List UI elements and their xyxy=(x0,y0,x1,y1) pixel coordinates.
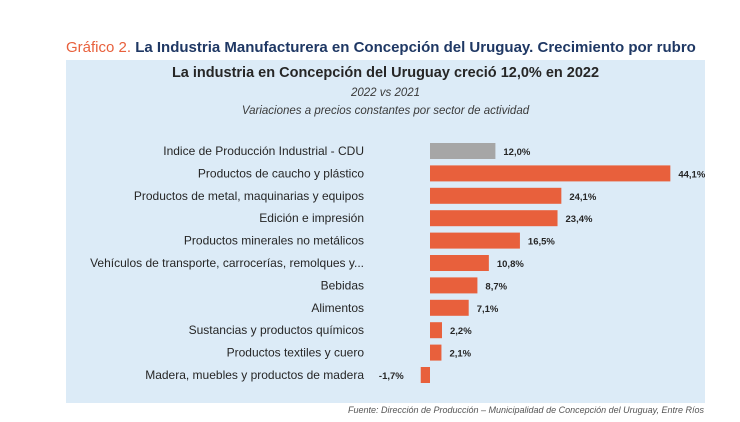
value-label-2: 24,1% xyxy=(569,192,596,203)
chart-heading: Gráfico 2. La Industria Manufacturera en… xyxy=(66,39,696,56)
value-label-0: 12,0% xyxy=(503,147,530,158)
value-label-9: 2,1% xyxy=(449,349,471,360)
category-label-7: Alimentos xyxy=(311,301,364,315)
value-label-5: 10,8% xyxy=(497,259,524,270)
value-label-3: 23,4% xyxy=(566,214,593,225)
value-label-4: 16,5% xyxy=(528,237,555,248)
bar-6 xyxy=(430,277,478,294)
bar-7 xyxy=(430,299,469,316)
source-note: Fuente: Dirección de Producción – Munici… xyxy=(347,405,704,415)
category-label-3: Edición e impresión xyxy=(259,211,364,225)
bar-3 xyxy=(430,210,558,227)
value-label-6: 8,7% xyxy=(485,281,507,292)
bar-0 xyxy=(430,143,496,159)
bar-4 xyxy=(430,232,520,249)
bar-chart: Indice de Producción Industrial - CDU 12,… xyxy=(90,143,705,383)
bar-2 xyxy=(430,187,562,204)
bar-5 xyxy=(430,255,489,271)
chart-subtitle-2: Variaciones a precios constantes por sec… xyxy=(241,105,530,117)
value-label-10: -1,7% xyxy=(379,371,404,382)
category-label-5: Vehículos de transporte, carrocerías, re… xyxy=(90,256,364,270)
category-label-10: Madera, muebles y productos de madera xyxy=(145,368,364,382)
category-label-8: Sustancias y productos químicos xyxy=(189,323,364,337)
bar-9 xyxy=(430,344,442,361)
value-label-8: 2,2% xyxy=(450,326,472,337)
bar-10 xyxy=(420,367,430,383)
bar-8 xyxy=(430,322,442,339)
category-label-6: Bebidas xyxy=(321,278,364,292)
chart-title: La industria en Concepción del Uruguay c… xyxy=(171,65,600,81)
chart-panel: La industria en Concepción del Uruguay c… xyxy=(66,60,705,403)
value-label-7: 7,1% xyxy=(477,304,499,315)
chart-heading-text: La Industria Manufacturera en Concepción… xyxy=(135,39,696,56)
category-label-4: Productos minerales no metálicos xyxy=(184,234,364,248)
chart-number: Gráfico 2. xyxy=(66,39,132,56)
category-label-1: Productos de caucho y plástico xyxy=(198,166,364,180)
bar-1 xyxy=(430,165,671,182)
category-label-9: Productos textiles y cuero xyxy=(227,346,365,360)
category-label-0: Indice de Producción Industrial - CDU xyxy=(163,144,364,158)
chart-subtitle: 2022 vs 2021 xyxy=(350,87,421,99)
value-label-1: 44,1% xyxy=(678,169,705,180)
category-label-2: Productos de metal, maquinarias y equipo… xyxy=(134,189,364,203)
